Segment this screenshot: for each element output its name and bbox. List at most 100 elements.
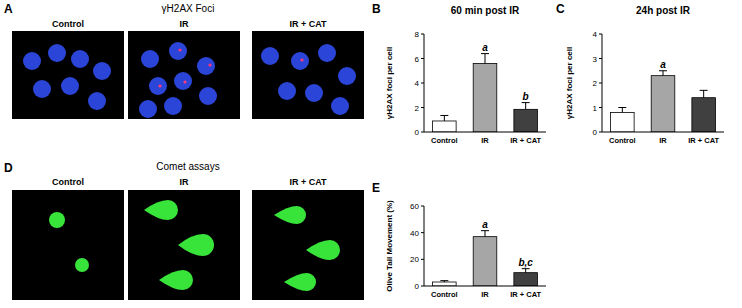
error-bar <box>659 71 667 76</box>
nucleus <box>88 92 106 110</box>
x-tick-label: IR <box>659 136 667 145</box>
y-tick-label: 20 <box>410 255 419 264</box>
nucleus <box>199 87 217 105</box>
significance-label: a <box>660 59 666 70</box>
nucleus <box>261 47 279 65</box>
nucleus <box>197 57 215 75</box>
error-bar <box>522 269 530 273</box>
comet <box>178 234 214 256</box>
y-tick-label: 8 <box>415 30 420 39</box>
y-tick-label: 6 <box>415 55 420 64</box>
nucleus <box>291 52 309 70</box>
image-label: IR + CAT <box>289 177 327 187</box>
bar-chart: B60 min post IRγH2AX foci per cell02468C… <box>372 2 546 145</box>
nucleus <box>164 97 182 115</box>
bar <box>473 237 497 286</box>
panel-title: γH2AX Foci <box>162 3 215 14</box>
y-tick-label: 1 <box>593 104 598 113</box>
micrograph <box>252 190 364 300</box>
bar-chart: C24h post IRγH2AX foci per cell01234Cont… <box>556 2 724 145</box>
image-label: IR + CAT <box>289 19 327 29</box>
image-panel: AγH2AX FociControlIRIR + CAT <box>4 2 364 119</box>
nucleus <box>48 44 66 62</box>
panel-title: Comet assays <box>156 161 219 172</box>
error-bar <box>440 115 448 121</box>
bar <box>692 98 716 132</box>
micrograph <box>252 31 364 119</box>
x-tick-label: IR + CAT <box>510 290 541 299</box>
comet <box>274 206 306 224</box>
image-panel: DComet assaysControlIRIR + CAT <box>4 161 364 300</box>
y-axis-label: γH2AX foci per cell <box>565 47 574 119</box>
marks <box>433 54 538 132</box>
y-axis-label: Olive Tail Movement (%) <box>385 200 394 292</box>
bar <box>473 63 497 132</box>
nucleus <box>33 80 51 98</box>
panel-letter: A <box>4 2 13 16</box>
panel-letter: E <box>372 181 380 195</box>
error-bar <box>522 103 530 110</box>
focus <box>183 80 186 83</box>
nucleus <box>318 44 336 62</box>
y-tick-label: 0 <box>593 128 598 137</box>
chart-title: 60 min post IR <box>451 5 520 16</box>
nucleus <box>278 82 296 100</box>
nucleus <box>331 97 349 115</box>
nucleus <box>174 72 192 90</box>
y-axis-label: γH2AX foci per cell <box>385 47 394 119</box>
significance-label: b,c <box>518 257 533 268</box>
x-tick-label: Control <box>431 136 458 145</box>
panel-letter: D <box>4 161 13 175</box>
bar <box>611 112 635 132</box>
y-axis <box>602 34 603 132</box>
bar <box>514 273 538 286</box>
y-tick-label: 2 <box>593 79 598 88</box>
marks <box>433 231 538 286</box>
y-axis <box>424 206 425 286</box>
y-axis <box>424 34 425 132</box>
focus <box>300 58 303 61</box>
bar <box>514 109 538 132</box>
x-tick-label: Control <box>431 290 458 299</box>
focus <box>158 84 161 87</box>
y-tick-label: 60 <box>410 202 419 211</box>
micrograph <box>12 31 124 119</box>
nucleus <box>149 77 167 95</box>
comet <box>75 258 89 272</box>
nucleus <box>169 42 187 60</box>
image-label: IR <box>180 19 190 29</box>
image-label: IR <box>180 177 190 187</box>
error-bar <box>481 231 489 237</box>
y-tick-label: 40 <box>410 229 419 238</box>
chart-title: 24h post IR <box>636 5 691 16</box>
x-axis <box>424 286 546 287</box>
nucleus <box>141 50 159 68</box>
micrograph <box>12 190 124 300</box>
comet <box>306 240 340 260</box>
error-bar <box>700 90 708 97</box>
nucleus <box>139 100 157 118</box>
comet <box>284 273 316 291</box>
bar <box>651 76 675 132</box>
x-tick-label: IR + CAT <box>510 136 541 145</box>
panel-letter: B <box>372 2 381 16</box>
figure: AγH2AX Foci Control IR IR + CAT D Comet assay… <box>0 0 742 308</box>
micrograph <box>128 31 240 119</box>
focus <box>178 48 181 51</box>
x-tick-label: Control <box>609 136 636 145</box>
x-tick-label: IR + CAT <box>688 136 719 145</box>
error-bar <box>618 108 626 113</box>
comet <box>159 270 193 290</box>
marks <box>611 71 716 132</box>
y-tick-label: 4 <box>593 30 598 39</box>
panel-letter: C <box>556 2 565 16</box>
x-tick-label: IR <box>481 136 489 145</box>
nucleus <box>71 50 89 68</box>
nucleus <box>61 77 79 95</box>
y-tick-label: 4 <box>415 79 420 88</box>
comet <box>49 212 65 228</box>
y-tick-label: 0 <box>415 282 420 291</box>
significance-label: b <box>523 91 529 102</box>
y-tick-label: 0 <box>415 128 420 137</box>
x-axis <box>602 132 724 133</box>
